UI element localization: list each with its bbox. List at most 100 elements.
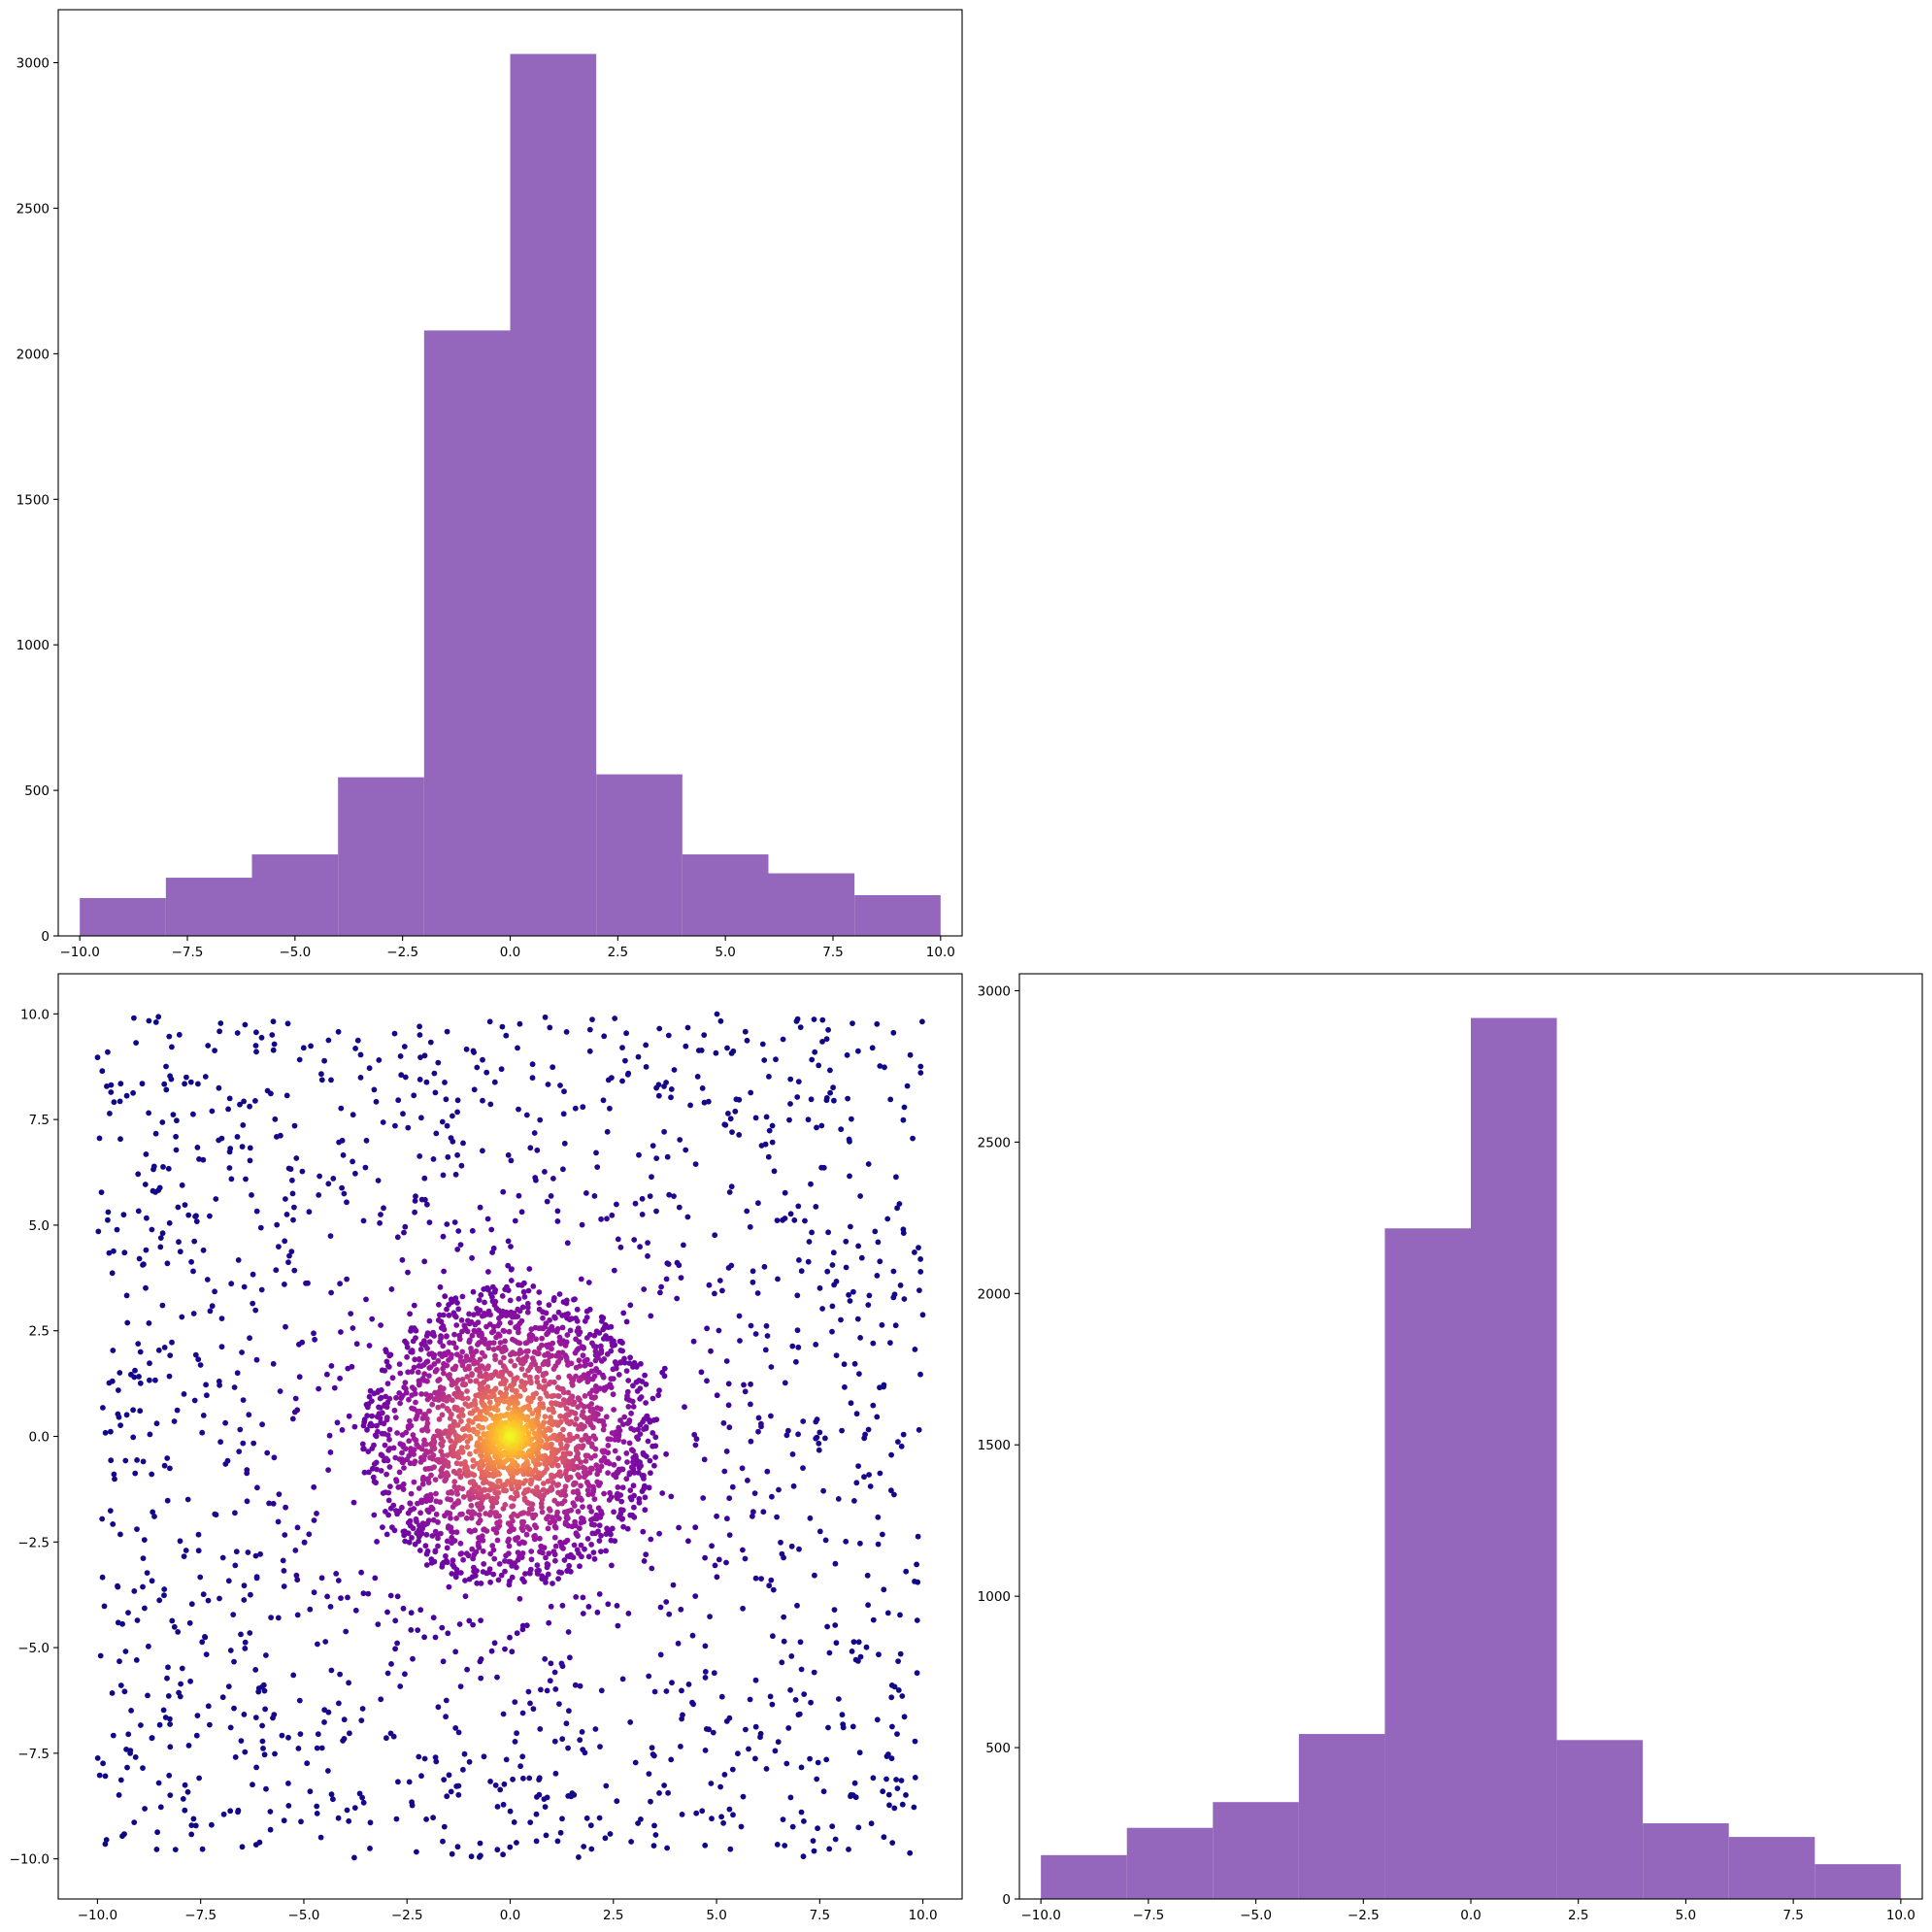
scatter-point: [294, 1577, 301, 1583]
scatter-point: [142, 1182, 149, 1187]
scatter-point: [598, 1314, 605, 1320]
scatter-point: [426, 1339, 433, 1345]
scatter-point: [400, 1459, 406, 1466]
scatter-point: [571, 1296, 577, 1303]
scatter-point: [583, 1815, 590, 1821]
scatter-x-tick-label: 10.0: [909, 1908, 938, 1923]
scatter-point: [668, 1756, 675, 1763]
scatter-point: [121, 1831, 127, 1837]
scatter-point: [109, 1690, 116, 1696]
scatter-point: [146, 1110, 152, 1116]
scatter-point: [444, 1028, 450, 1035]
hist-top-x-tick-label: −7.5: [172, 945, 204, 960]
scatter-point: [679, 1687, 684, 1694]
scatter-point: [557, 1413, 563, 1419]
scatter-point: [494, 1847, 501, 1853]
scatter-point: [779, 1550, 785, 1557]
scatter-point: [157, 1244, 164, 1250]
scatter-point: [402, 1223, 409, 1230]
scatter-point: [410, 1655, 416, 1662]
scatter-point: [864, 1572, 871, 1579]
scatter-point: [142, 1806, 149, 1812]
scatter-point: [391, 1407, 398, 1414]
scatter-point: [212, 1048, 218, 1053]
scatter-point: [522, 1340, 529, 1347]
hist-top-y-tick-label: 0: [41, 929, 50, 945]
scatter-point: [623, 1318, 630, 1325]
scatter-point: [728, 1183, 735, 1190]
scatter-point: [453, 1529, 460, 1536]
scatter-point: [406, 1779, 413, 1785]
scatter-point: [367, 1819, 374, 1826]
scatter-point: [153, 1420, 160, 1427]
scatter-point: [565, 1629, 572, 1635]
scatter-point: [533, 1177, 539, 1183]
scatter-point: [870, 1775, 877, 1782]
scatter-point: [611, 1472, 616, 1478]
hist-top-y-tick-label: 3000: [17, 56, 50, 72]
scatter-point: [492, 1782, 499, 1788]
scatter-point: [105, 1216, 111, 1223]
scatter-point: [683, 1147, 689, 1153]
scatter-point: [447, 1416, 453, 1421]
scatter-point: [552, 1557, 558, 1564]
scatter-point: [392, 1415, 399, 1420]
scatter-point: [207, 1213, 213, 1219]
scatter-point: [367, 1846, 373, 1851]
scatter-point: [344, 1276, 350, 1282]
scatter-point: [404, 1353, 410, 1360]
scatter-point: [544, 1466, 550, 1472]
scatter-point: [199, 1846, 206, 1852]
scatter-point: [547, 1316, 552, 1323]
scatter-point: [748, 1438, 754, 1445]
scatter-point: [518, 1282, 525, 1288]
scatter-point: [107, 1111, 113, 1116]
scatter-point: [502, 1558, 508, 1564]
scatter-point: [331, 1384, 338, 1391]
scatter-point: [714, 1513, 719, 1519]
scatter-point: [550, 1176, 556, 1182]
scatter-point: [426, 1373, 432, 1379]
scatter-point: [512, 1739, 518, 1745]
scatter-point: [411, 1092, 417, 1099]
scatter-point: [273, 1267, 280, 1274]
scatter-point: [428, 1556, 435, 1562]
scatter-point: [561, 1414, 568, 1420]
scatter-point: [843, 1264, 849, 1271]
scatter-point: [394, 1234, 401, 1241]
scatter-point: [522, 1571, 528, 1577]
scatter-point: [869, 1045, 876, 1051]
scatter-point: [411, 1447, 417, 1453]
scatter-point: [564, 1332, 571, 1338]
scatter-point: [516, 1192, 522, 1199]
scatter-point: [394, 1593, 401, 1600]
scatter-point: [480, 1385, 485, 1391]
scatter-point: [493, 1334, 499, 1341]
scatter-point: [623, 1368, 630, 1374]
scatter-point: [514, 1630, 520, 1637]
scatter-point: [557, 1083, 563, 1088]
scatter-point: [849, 1020, 855, 1026]
scatter-point: [736, 1132, 743, 1138]
scatter-point: [440, 1403, 446, 1409]
scatter-point: [458, 1550, 465, 1556]
scatter-point: [712, 1290, 717, 1297]
scatter-point: [635, 1820, 641, 1826]
scatter-point: [626, 1440, 633, 1447]
scatter-point: [583, 1190, 589, 1196]
scatter-point: [182, 1202, 188, 1208]
scatter-point: [888, 1451, 894, 1458]
scatter-point: [621, 1359, 628, 1366]
scatter-point: [489, 1249, 495, 1255]
scatter-point: [432, 1634, 439, 1641]
scatter-point: [459, 1395, 466, 1402]
scatter-point: [253, 1208, 260, 1215]
scatter-point: [528, 1549, 535, 1554]
scatter-point: [584, 1379, 591, 1385]
scatter-point: [240, 1397, 247, 1403]
scatter-point: [806, 1239, 813, 1245]
scatter-point: [675, 1640, 682, 1647]
scatter-point: [391, 1527, 398, 1534]
scatter-point: [119, 1620, 125, 1627]
scatter-point: [794, 1327, 801, 1334]
